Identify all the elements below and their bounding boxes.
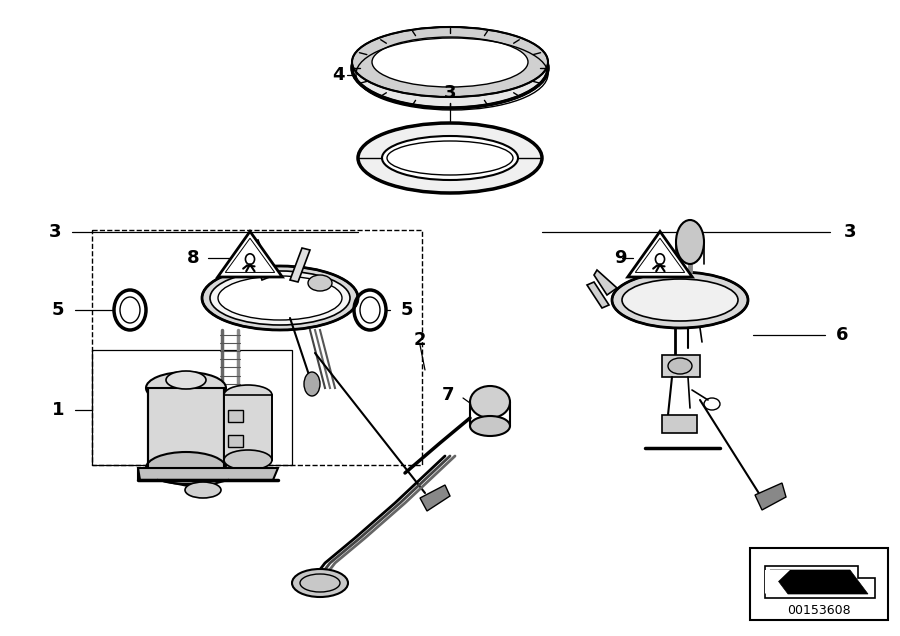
Ellipse shape (676, 220, 704, 264)
Text: 2: 2 (414, 331, 427, 349)
Polygon shape (594, 270, 617, 295)
Polygon shape (218, 232, 283, 277)
Ellipse shape (166, 371, 206, 389)
Polygon shape (627, 232, 692, 277)
Ellipse shape (352, 27, 548, 97)
Ellipse shape (224, 450, 272, 470)
Ellipse shape (372, 37, 528, 87)
Ellipse shape (470, 416, 510, 436)
Text: 3: 3 (844, 223, 856, 241)
Ellipse shape (358, 123, 542, 193)
Ellipse shape (308, 275, 332, 291)
Ellipse shape (612, 272, 748, 328)
Bar (228, 410, 243, 422)
Ellipse shape (380, 48, 520, 88)
Text: 7: 7 (442, 386, 454, 404)
Ellipse shape (668, 358, 692, 374)
Bar (228, 435, 243, 447)
Ellipse shape (146, 372, 226, 404)
Bar (662, 415, 697, 433)
Bar (750, 548, 888, 620)
Text: 8: 8 (186, 249, 199, 267)
Polygon shape (420, 485, 450, 511)
Polygon shape (138, 468, 278, 480)
Text: 3: 3 (444, 84, 456, 102)
Ellipse shape (185, 482, 221, 498)
Ellipse shape (218, 276, 342, 320)
Ellipse shape (304, 372, 320, 396)
Bar (224, 395, 272, 460)
Bar (148, 388, 224, 468)
Bar (662, 355, 700, 377)
Ellipse shape (382, 136, 518, 180)
Polygon shape (770, 570, 868, 594)
Bar (92, 230, 422, 465)
Ellipse shape (292, 569, 348, 597)
Ellipse shape (210, 271, 350, 325)
Ellipse shape (224, 385, 272, 405)
Text: 6: 6 (836, 326, 848, 344)
Text: 5: 5 (52, 301, 64, 319)
Ellipse shape (146, 452, 226, 484)
Text: 00153608: 00153608 (788, 604, 850, 616)
Text: 4: 4 (332, 66, 344, 84)
Polygon shape (290, 248, 310, 282)
Text: 5: 5 (400, 301, 413, 319)
Polygon shape (587, 282, 609, 308)
Polygon shape (755, 483, 786, 510)
Text: 9: 9 (614, 249, 626, 267)
Ellipse shape (352, 28, 548, 108)
Ellipse shape (622, 279, 738, 321)
Ellipse shape (470, 386, 510, 418)
Polygon shape (250, 240, 272, 280)
Bar (92, 350, 292, 465)
Polygon shape (765, 570, 790, 594)
Text: 3: 3 (49, 223, 61, 241)
Ellipse shape (202, 266, 358, 330)
Text: 1: 1 (52, 401, 64, 419)
